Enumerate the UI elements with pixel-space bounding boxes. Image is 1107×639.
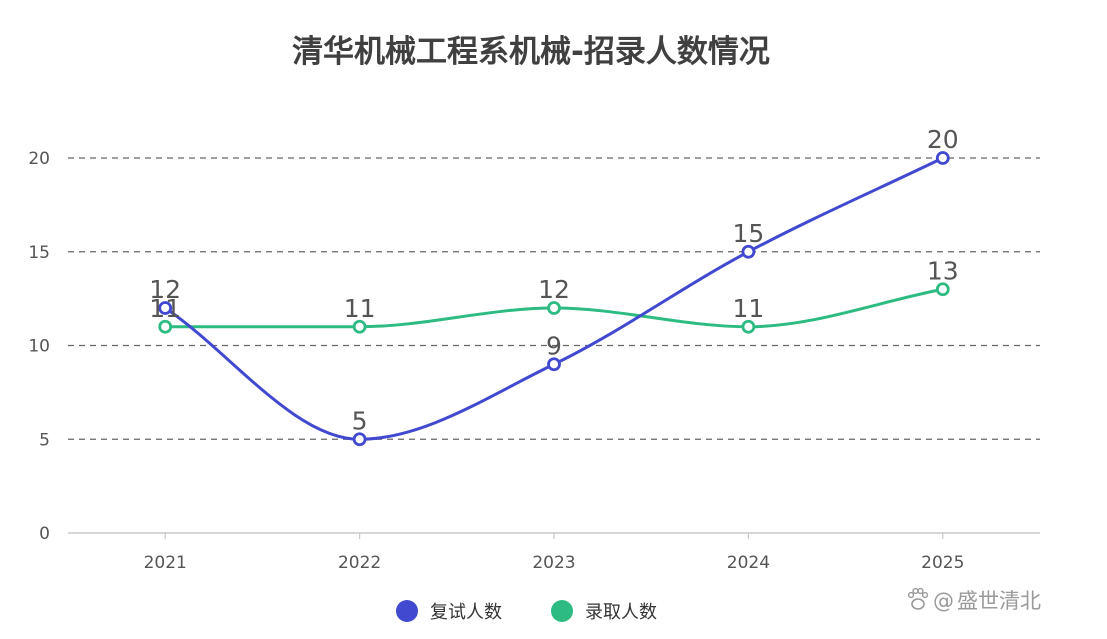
- chart-title: 清华机械工程系机械-招录人数情况: [292, 34, 770, 70]
- data-label-s1-0: 11: [149, 294, 181, 323]
- legend-marker-icon: [551, 600, 573, 622]
- y-tick-label: 20: [28, 149, 50, 169]
- grid-lines: [68, 157, 1040, 440]
- data-point-s0-4[interactable]: [935, 151, 950, 165]
- data-point-s1-2[interactable]: [547, 301, 561, 315]
- data-label-s1-1: 11: [344, 294, 376, 323]
- x-tick-label: 2023: [532, 553, 575, 573]
- y-axis-ticks: 0 5 10 15 20: [28, 149, 50, 544]
- data-point-s1-3[interactable]: [741, 319, 756, 334]
- data-point-s1-0[interactable]: [158, 319, 173, 334]
- paw-icon: [907, 587, 929, 610]
- data-point-s0-3[interactable]: [741, 244, 756, 259]
- data-label-s0-2: 9: [546, 331, 562, 360]
- axes: [68, 532, 1040, 539]
- data-point-s0-1[interactable]: [352, 432, 367, 447]
- data-point-s0-2[interactable]: [547, 357, 561, 372]
- x-tick-label: 2022: [338, 553, 381, 573]
- series-group: [158, 151, 950, 447]
- watermark-text: 盛世清北: [957, 589, 1041, 613]
- data-label-s0-0: 12: [149, 275, 181, 304]
- data-label-s1-3: 11: [732, 294, 764, 323]
- data-label-s0-1: 5: [352, 406, 368, 435]
- legend-item-1[interactable]: 录取人数: [551, 600, 657, 623]
- x-tick-label: 2025: [921, 553, 964, 573]
- x-axis-ticks: 2021 2022 2023 2024 2025: [144, 553, 965, 573]
- legend[interactable]: 复试人数 录取人数: [396, 600, 657, 623]
- legend-marker-icon: [396, 600, 418, 622]
- y-tick-label: 5: [39, 430, 50, 450]
- watermark: @ 盛世清北: [907, 587, 1041, 613]
- data-label-s1-2: 12: [538, 275, 570, 304]
- legend-item-0[interactable]: 复试人数: [396, 600, 502, 623]
- legend-label: 录取人数: [585, 602, 657, 623]
- data-point-s1-4[interactable]: [935, 282, 950, 297]
- x-tick-label: 2024: [727, 553, 770, 573]
- y-tick-label: 10: [28, 337, 50, 357]
- data-point-s1-1[interactable]: [352, 319, 367, 334]
- x-tick-label: 2021: [144, 553, 187, 573]
- data-point-s0-0[interactable]: [158, 301, 173, 315]
- data-label-s1-4: 13: [927, 256, 959, 285]
- legend-label: 复试人数: [430, 602, 502, 623]
- y-tick-label: 0: [39, 524, 50, 544]
- watermark-at: @: [933, 589, 954, 613]
- data-label-s0-3: 15: [732, 219, 764, 248]
- y-tick-label: 15: [28, 243, 50, 263]
- data-label-s0-4: 20: [927, 125, 959, 154]
